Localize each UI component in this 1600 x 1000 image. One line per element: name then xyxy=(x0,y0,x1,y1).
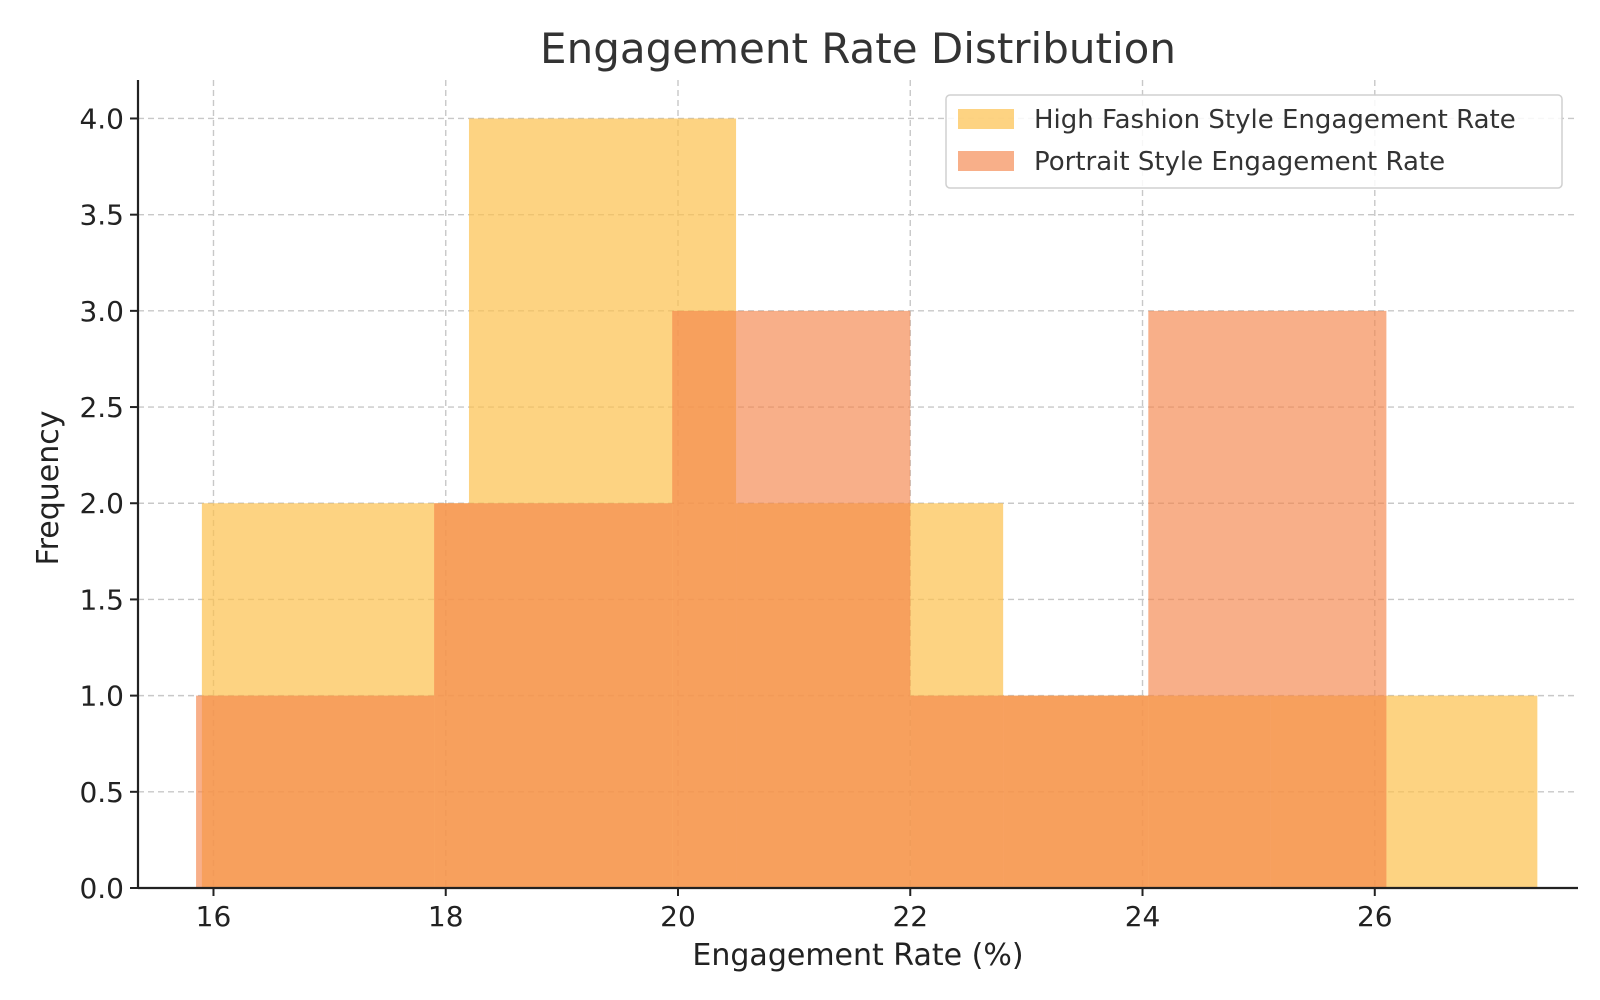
chart-title: Engagement Rate Distribution xyxy=(540,24,1176,73)
y-tick-label: 4.0 xyxy=(79,102,124,135)
series-portrait xyxy=(196,310,1387,888)
histogram-bar xyxy=(910,695,1149,888)
axes-layer: 16 18 20 22 24 26 0.0 0.5 1.0 1.5 2.0 2.5 3.0 3.5 4.0 xyxy=(79,80,1578,933)
histogram-bar xyxy=(672,310,911,888)
y-tick-label: 1.0 xyxy=(79,680,124,713)
legend-box xyxy=(945,94,1563,189)
x-tick-label: 22 xyxy=(892,900,928,933)
x-tick-label: 26 xyxy=(1357,900,1393,933)
y-tick-label: 3.0 xyxy=(79,295,124,328)
y-tick-label: 0.5 xyxy=(79,776,124,809)
x-axis-label: Engagement Rate (%) xyxy=(692,938,1023,973)
histogram-bar xyxy=(434,503,673,888)
legend: High Fashion Style Engagement Rate Portra… xyxy=(945,94,1563,189)
x-tick-label: 16 xyxy=(196,900,232,933)
y-axis-label: Frequency xyxy=(31,411,66,566)
y-tick-label: 2.0 xyxy=(79,487,124,520)
x-tick-label: 18 xyxy=(428,900,464,933)
histogram-bar xyxy=(196,695,435,888)
histogram-bar xyxy=(1148,310,1387,888)
y-tick-label: 2.5 xyxy=(79,391,124,424)
y-tick-label: 1.5 xyxy=(79,583,124,616)
bars-layer xyxy=(196,118,1538,888)
legend-swatch xyxy=(958,109,1014,129)
legend-label: High Fashion Style Engagement Rate xyxy=(1034,105,1516,135)
legend-label: Portrait Style Engagement Rate xyxy=(1034,147,1445,177)
y-tick-label: 0.0 xyxy=(79,872,124,905)
legend-swatch xyxy=(958,151,1014,171)
x-tick-label: 20 xyxy=(660,900,696,933)
x-tick-label: 24 xyxy=(1125,900,1161,933)
y-tick-label: 3.5 xyxy=(79,199,124,232)
